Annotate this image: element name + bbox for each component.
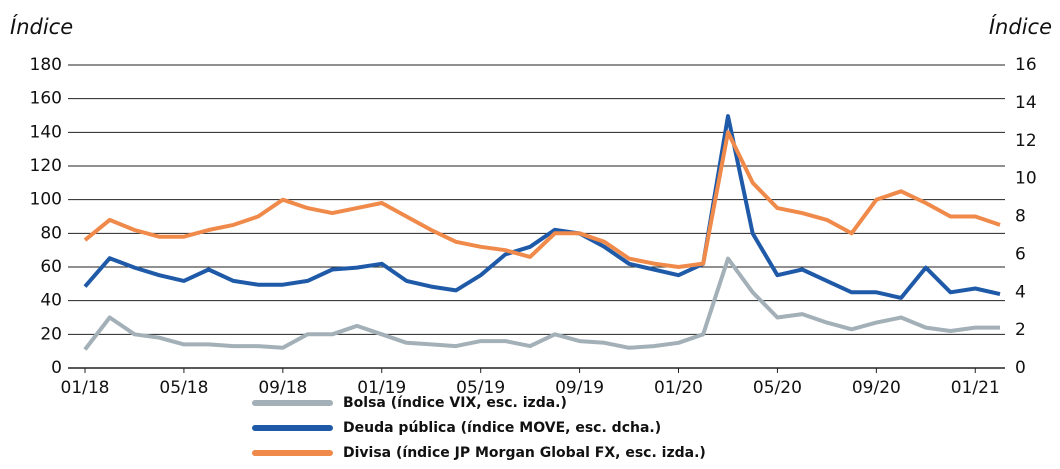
- y2-tick-label: 10: [1015, 169, 1037, 189]
- y-tick-label: 120: [30, 156, 62, 176]
- y2-tick-label: 14: [1015, 93, 1037, 113]
- series-line: [83, 256, 1000, 351]
- y-tick-label: 140: [30, 122, 62, 142]
- y2-tick-label: 0: [1015, 358, 1026, 378]
- series-line: [83, 114, 1001, 300]
- x-tick-label: 05/18: [159, 378, 208, 398]
- x-tick-label: 01/19: [357, 378, 406, 398]
- legend-label: Bolsa (índice VIX, esc. izda.): [343, 395, 567, 411]
- y2-tick-label: 12: [1015, 131, 1037, 151]
- y2-tick-label: 8: [1015, 207, 1026, 227]
- y2-tick-label: 16: [1015, 55, 1037, 75]
- x-tick-label: 09/19: [555, 378, 604, 398]
- series-line: [83, 130, 1001, 269]
- y-tick-label: 0: [51, 358, 62, 378]
- y2-tick-label: 4: [1015, 282, 1026, 302]
- y2-axis-label: Índice: [989, 14, 1052, 39]
- y-axis-label: Índice: [10, 14, 73, 39]
- x-tick-label: 01/18: [61, 378, 110, 398]
- legend-label: Deuda pública (índice MOVE, esc. dcha.): [343, 420, 661, 436]
- y2-tick-label: 2: [1015, 320, 1026, 340]
- y2-tick-label: 6: [1015, 244, 1026, 264]
- y-tick-label: 40: [40, 291, 62, 311]
- x-tick-label: 09/20: [852, 378, 901, 398]
- y-tick-label: 100: [30, 190, 62, 210]
- x-tick-label: 01/21: [951, 378, 1000, 398]
- y-tick-label: 160: [30, 89, 62, 109]
- y-tick-label: 20: [40, 324, 62, 344]
- x-tick-label: 01/20: [654, 378, 703, 398]
- y-tick-label: 60: [40, 257, 62, 277]
- legend-label: Divisa (índice JP Morgan Global FX, esc.…: [343, 445, 706, 461]
- x-tick-label: 05/19: [456, 378, 505, 398]
- x-tick-label: 05/20: [753, 378, 802, 398]
- y-tick-label: 80: [40, 223, 62, 243]
- y-tick-label: 180: [30, 55, 62, 75]
- x-tick-label: 09/18: [258, 378, 307, 398]
